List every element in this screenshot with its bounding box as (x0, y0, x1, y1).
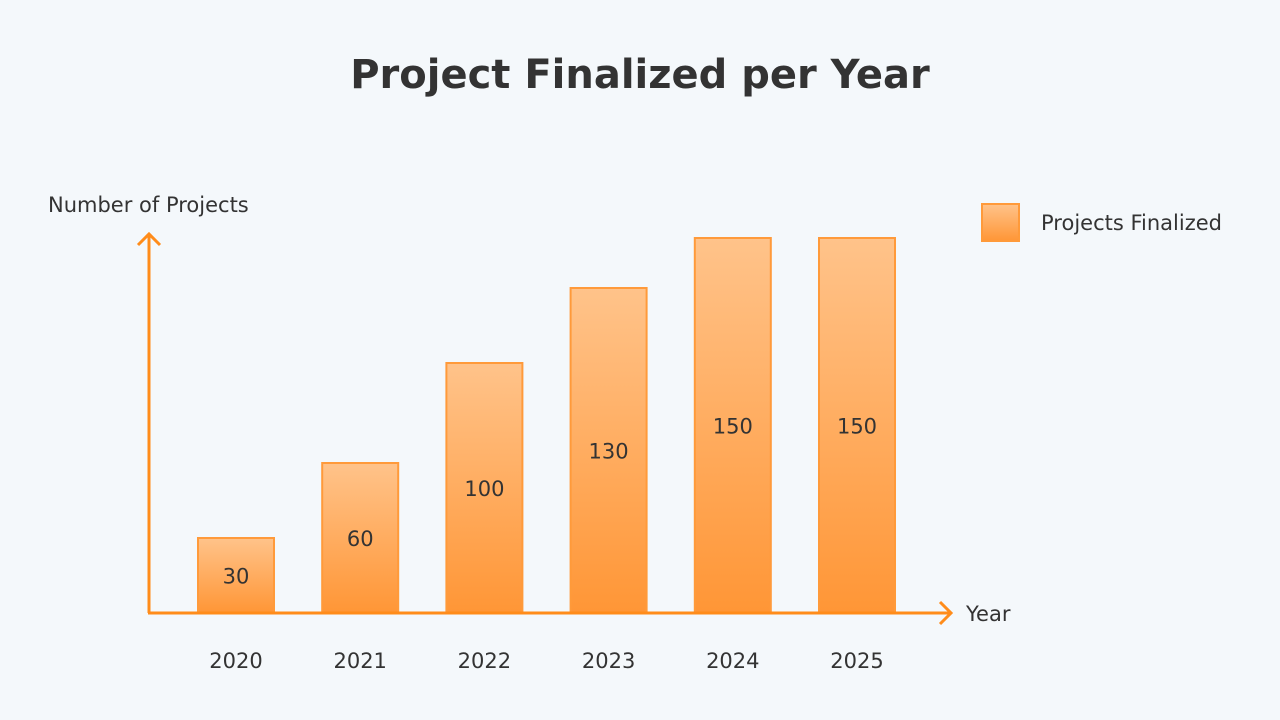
x-tick-label: 2023 (582, 649, 635, 673)
x-axis-arrow-icon (938, 600, 954, 626)
y-axis-arrow-icon (136, 231, 162, 247)
x-axis-label: Year (965, 602, 1011, 626)
data-label: 130 (589, 440, 629, 464)
x-tick-label: 2021 (333, 649, 386, 673)
bar-2022 (445, 362, 524, 614)
bar-2020 (197, 537, 275, 614)
x-tick-label: 2024 (706, 649, 759, 673)
bar-2021 (321, 462, 400, 614)
data-label: 150 (713, 415, 753, 439)
legend-label: Projects Finalized (1041, 211, 1222, 235)
data-label: 150 (837, 415, 877, 439)
data-label: 100 (464, 477, 504, 501)
x-tick-label: 2025 (830, 649, 883, 673)
data-label: 60 (347, 527, 374, 551)
chart-title: Project Finalized per Year (350, 52, 930, 98)
x-tick-label: 2022 (458, 649, 511, 673)
x-tick-label: 2020 (209, 649, 262, 673)
data-label: 30 (223, 565, 250, 589)
y-axis-label: Number of Projects (48, 193, 249, 217)
legend-swatch (981, 203, 1020, 242)
